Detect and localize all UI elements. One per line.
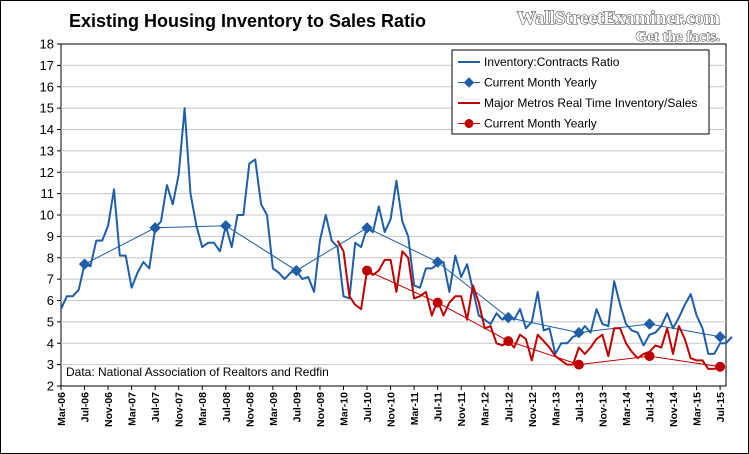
data-point-circle <box>715 361 726 372</box>
chart-title: Existing Housing Inventory to Sales Rati… <box>69 11 426 31</box>
x-axis-ticks: Mar-06 Jul-06 Nov-06 Mar-07 Jul-07 Nov-07 Mar-… <box>56 386 727 427</box>
brand-name: WallStreetExaminer.com <box>517 8 720 29</box>
y-axis-ticks: 2 3 4 5 6 7 8 9 10 11 12 13 14 15 16 17 18 <box>40 37 61 394</box>
x-tick-label: Nov-08 <box>244 392 256 427</box>
x-tick-label: Mar-06 <box>56 392 68 426</box>
y-tick-label: 13 <box>40 143 54 158</box>
x-tick-label: Mar-14 <box>621 392 633 426</box>
source-note: Data: National Association of Realtors a… <box>66 365 329 379</box>
y-tick-label: 15 <box>40 101 54 116</box>
y-tick-label: 7 <box>47 272 54 287</box>
x-tick-label: Nov-11 <box>456 392 468 427</box>
x-tick-label: Jul-06 <box>80 392 92 423</box>
grid-lines <box>61 64 726 366</box>
x-tick-label: Nov-06 <box>103 392 115 427</box>
x-tick-label: Mar-15 <box>692 392 704 426</box>
data-point-diamond <box>463 77 475 88</box>
y-tick-label: 2 <box>47 379 54 394</box>
y-tick-label: 16 <box>40 79 54 94</box>
y-tick-label: 10 <box>40 208 54 223</box>
data-point-diamond <box>149 222 161 234</box>
y-tick-label: 9 <box>47 229 54 244</box>
x-tick-label: Jul-09 <box>291 392 303 423</box>
data-point-diamond <box>78 258 91 270</box>
x-tick-label: Mar-11 <box>409 392 421 425</box>
x-tick-label: Nov-10 <box>386 392 398 427</box>
data-point-circle <box>432 297 443 308</box>
x-tick-label: Mar-08 <box>197 392 209 426</box>
y-tick-label: 6 <box>47 293 54 308</box>
x-tick-label: Nov-07 <box>174 392 186 427</box>
y-tick-label: 8 <box>47 250 54 265</box>
data-point-circle <box>573 359 584 370</box>
data-point-diamond <box>643 318 656 330</box>
x-tick-label: Nov-13 <box>597 392 609 427</box>
x-tick-label: Mar-10 <box>338 392 350 426</box>
x-tick-label: Jul-12 <box>503 392 515 423</box>
y-tick-label: 14 <box>40 122 54 137</box>
legend-label: Major Metros Real Time Inventory/Sales <box>484 96 697 110</box>
x-tick-label: Nov-09 <box>315 392 327 427</box>
x-tick-label: Jul-08 <box>221 392 233 423</box>
y-tick-label: 5 <box>47 314 54 329</box>
x-tick-label: Jul-14 <box>644 392 656 423</box>
x-tick-label: Jul-11 <box>433 392 445 422</box>
y-tick-label: 11 <box>41 186 55 201</box>
x-tick-label: Nov-14 <box>668 392 680 427</box>
data-point-diamond <box>502 311 514 324</box>
x-tick-label: Mar-12 <box>480 392 492 426</box>
data-point-circle <box>503 336 514 347</box>
x-tick-label: Nov-12 <box>527 392 539 427</box>
series-layer <box>60 107 733 372</box>
data-point-diamond <box>361 222 373 234</box>
legend-box <box>451 49 710 135</box>
y-tick-label: 18 <box>40 37 54 52</box>
series-line-current-month-yearly-red <box>366 270 721 368</box>
data-point-diamond <box>290 264 303 277</box>
data-point-diamond <box>431 256 444 268</box>
y-tick-label: 4 <box>47 336 54 351</box>
data-point-circle <box>644 351 655 362</box>
x-tick-label: Mar-09 <box>268 392 280 426</box>
data-point-circle <box>464 119 474 128</box>
brand-tagline: Get the facts. <box>635 29 720 45</box>
data-point-diamond <box>573 326 585 339</box>
x-tick-label: Jul-15 <box>715 392 727 423</box>
series-line-major-metros <box>336 240 721 370</box>
x-tick-label: Mar-07 <box>127 392 139 426</box>
y-tick-label: 3 <box>47 357 54 372</box>
x-tick-label: Jul-10 <box>362 392 374 423</box>
x-tick-label: Jul-13 <box>574 392 586 423</box>
y-tick-label: 12 <box>40 165 54 180</box>
legend-label: Inventory:Contracts Ratio <box>484 55 620 69</box>
x-tick-label: Mar-13 <box>550 392 562 426</box>
x-tick-label: Jul-07 <box>150 392 162 423</box>
data-point-circle <box>362 265 373 276</box>
series-line-inventory-contracts <box>60 107 733 355</box>
legend: Inventory:Contracts Ratio Current Month Y… <box>451 49 710 135</box>
legend-label: Current Month Yearly <box>484 76 597 90</box>
legend-label: Current Month Yearly <box>484 117 597 131</box>
y-tick-label: 17 <box>40 58 54 73</box>
data-point-diamond <box>220 219 232 232</box>
data-point-diamond <box>714 331 726 343</box>
